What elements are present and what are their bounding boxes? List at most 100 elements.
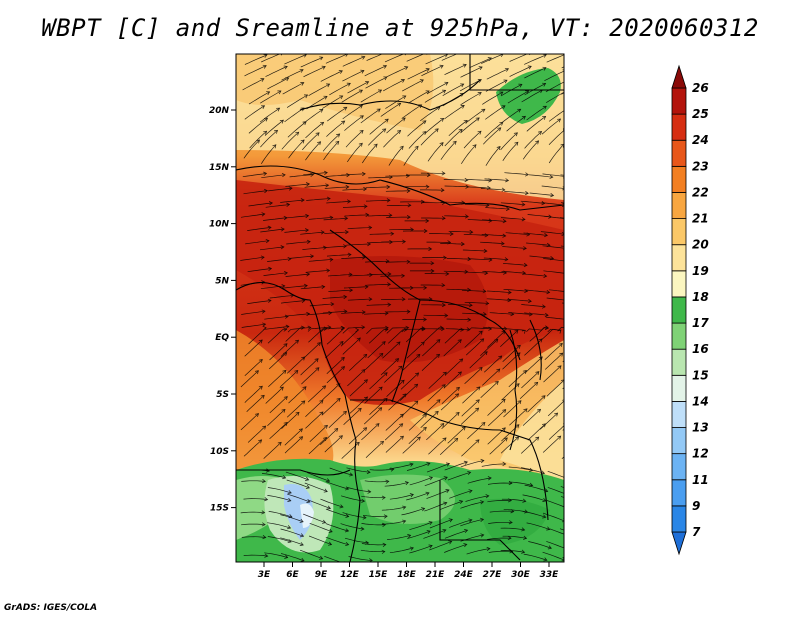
streamline-arrow xyxy=(479,517,485,522)
streamline xyxy=(464,330,483,348)
streamline-arrow xyxy=(387,302,392,307)
streamline xyxy=(502,352,521,370)
streamline-arrow xyxy=(515,436,520,441)
streamline-arrow xyxy=(581,176,584,180)
streamline-arrow xyxy=(363,379,368,384)
streamline xyxy=(524,312,549,316)
streamline-arrow xyxy=(361,171,366,177)
streamline-arrow xyxy=(378,386,383,391)
streamline-arrow xyxy=(529,467,534,472)
streamline-arrow xyxy=(544,312,549,318)
streamline-arrow xyxy=(321,65,326,70)
streamline xyxy=(363,407,382,425)
streamline-arrow xyxy=(567,299,570,303)
streamline xyxy=(260,228,285,233)
streamline xyxy=(465,338,484,356)
streamline xyxy=(364,353,384,371)
streamline-arrow xyxy=(425,184,430,189)
streamline-arrow xyxy=(423,317,427,322)
streamline xyxy=(463,130,482,149)
streamline xyxy=(263,217,288,221)
streamline xyxy=(363,312,389,315)
streamline-arrow xyxy=(358,89,363,94)
streamline-arrow xyxy=(562,518,564,523)
streamline-arrow xyxy=(524,288,529,294)
streamline xyxy=(243,190,268,195)
streamline xyxy=(542,512,564,522)
streamline-arrow xyxy=(501,187,506,192)
streamline-arrow xyxy=(402,505,407,510)
streamline xyxy=(263,442,282,459)
streamline xyxy=(344,115,364,131)
streamline xyxy=(267,409,286,426)
streamline xyxy=(265,204,290,208)
streamline-arrow xyxy=(445,489,450,494)
streamline-arrow xyxy=(402,239,406,244)
wbpt-field xyxy=(236,54,564,562)
colorbar-swatch xyxy=(671,113,687,141)
streamline-arrow xyxy=(343,244,347,249)
colorbar-label: 26 xyxy=(692,81,709,95)
streamline-arrow xyxy=(581,91,585,94)
streamline xyxy=(542,173,564,177)
streamline-arrow xyxy=(460,241,465,247)
streamline-arrow xyxy=(398,365,403,370)
streamline xyxy=(409,521,433,531)
streamline-arrow xyxy=(305,213,310,219)
streamline xyxy=(487,500,512,503)
streamline-arrow xyxy=(496,145,501,150)
streamline xyxy=(381,506,406,511)
streamline xyxy=(369,398,388,415)
streamline-arrow xyxy=(557,435,562,440)
streamline-arrow xyxy=(385,325,389,330)
streamline xyxy=(280,339,299,357)
streamline xyxy=(485,207,510,210)
streamline-arrow xyxy=(442,437,447,442)
streamline-arrow xyxy=(267,298,272,303)
streamline xyxy=(261,473,286,479)
streamline-arrow xyxy=(416,436,421,441)
streamline xyxy=(322,383,341,401)
streamline xyxy=(326,201,351,204)
lat-tick-label: 15N xyxy=(209,163,230,173)
streamline xyxy=(247,300,272,304)
streamline-arrow xyxy=(326,83,331,88)
streamline-arrow xyxy=(428,544,433,549)
streamline-arrow xyxy=(326,268,331,273)
streamline-arrow xyxy=(562,399,564,401)
streamline xyxy=(503,400,522,418)
streamline xyxy=(259,246,284,251)
streamline xyxy=(483,257,508,260)
streamline-arrow xyxy=(300,107,305,112)
lat-tick-label: 20N xyxy=(209,106,230,116)
streamline xyxy=(302,513,326,524)
streamline-arrow xyxy=(283,327,288,332)
streamline xyxy=(487,398,506,416)
streamline xyxy=(400,372,419,390)
streamline xyxy=(500,436,519,454)
streamline xyxy=(427,142,444,162)
streamline-arrow xyxy=(323,488,328,493)
streamline-arrow xyxy=(494,380,499,385)
streamline-arrow xyxy=(488,218,493,223)
streamline xyxy=(307,326,331,332)
streamline xyxy=(328,411,347,428)
streamline-arrow xyxy=(462,63,467,68)
streamline xyxy=(286,400,306,418)
streamline-arrow xyxy=(359,115,364,120)
streamline-arrow xyxy=(365,81,370,85)
streamline xyxy=(309,425,328,442)
streamline-arrow xyxy=(500,241,505,246)
streamline-arrow xyxy=(323,326,328,331)
streamline-arrow xyxy=(262,64,267,69)
streamline xyxy=(308,83,330,97)
streamline xyxy=(349,379,368,397)
streamline-arrow xyxy=(345,528,350,533)
streamline-arrow xyxy=(514,141,519,146)
streamline xyxy=(381,520,406,525)
streamline-arrow xyxy=(459,500,464,505)
streamline xyxy=(244,54,268,65)
streamline xyxy=(244,65,267,77)
streamline-arrow xyxy=(480,533,485,538)
streamline xyxy=(342,105,363,120)
